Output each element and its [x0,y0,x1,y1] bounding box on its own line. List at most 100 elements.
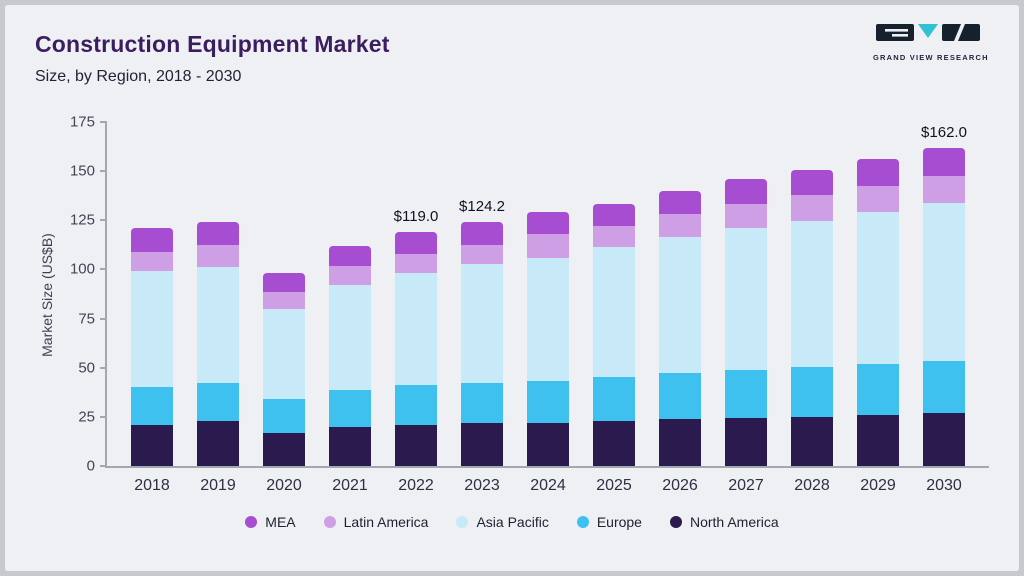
segment-latin-america-2020[interactable] [263,292,305,309]
segment-north-america-2018[interactable] [131,424,173,466]
segment-europe-2029[interactable] [857,363,899,415]
bar-2021[interactable]: 2021 [329,122,371,494]
segment-asia-pacific-2027[interactable] [725,228,767,370]
segment-mea-2023[interactable] [461,221,503,246]
segment-north-america-2025[interactable] [593,420,635,466]
segment-north-america-2029[interactable] [857,414,899,466]
segment-mea-2030[interactable] [923,147,965,177]
segment-latin-america-2023[interactable] [461,245,503,264]
legend-label-latin-america: Latin America [343,514,429,530]
bar-2025[interactable]: 2025 [593,122,635,494]
y-tick-mark [100,317,107,320]
segment-europe-2018[interactable] [131,387,173,425]
x-tick-2023: 2023 [464,477,500,494]
y-tick-label-150: 150 [69,162,95,180]
chart-area: Market Size (US$B) 0 25 50 75 100 125 150 175 20… [39,114,989,494]
segment-north-america-2021[interactable] [329,426,371,466]
legend-item-europe[interactable]: Europe [576,514,642,530]
segment-north-america-2028[interactable] [791,416,833,466]
legend-item-mea[interactable]: MEA [245,514,296,530]
bar-2023[interactable]: 2023 $124.2 [459,122,505,494]
segment-north-america-2024[interactable] [527,422,569,466]
segment-asia-pacific-2030[interactable] [923,202,965,361]
segment-asia-pacific-2024[interactable] [527,257,569,381]
segment-north-america-2030[interactable] [923,412,965,466]
segment-latin-america-2026[interactable] [659,214,701,238]
legend-item-asia-pacific[interactable]: Asia Pacific [456,514,549,530]
segment-mea-2022[interactable] [395,232,437,254]
segment-europe-2025[interactable] [593,376,635,421]
segment-latin-america-2022[interactable] [395,253,437,274]
segment-latin-america-2025[interactable] [593,226,635,247]
segment-asia-pacific-2020[interactable] [263,308,305,400]
segment-asia-pacific-2026[interactable] [659,237,701,373]
segment-asia-pacific-2021[interactable] [329,285,371,391]
segment-north-america-2027[interactable] [725,417,767,466]
segment-latin-america-2024[interactable] [527,234,569,258]
segment-latin-america-2019[interactable] [197,244,239,268]
bar-2030[interactable]: 2030 $162.0 [921,122,967,494]
bar-2022[interactable]: 2022 $119.0 [394,122,439,494]
segment-mea-2028[interactable] [791,170,833,195]
segment-mea-2024[interactable] [527,212,569,235]
segment-latin-america-2018[interactable] [131,251,173,272]
segment-latin-america-2028[interactable] [791,194,833,222]
segment-europe-2028[interactable] [791,366,833,417]
bar-2028[interactable]: 2028 [791,122,833,494]
segment-europe-2020[interactable] [263,399,305,433]
segment-latin-america-2030[interactable] [923,176,965,203]
segment-mea-2021[interactable] [329,245,371,266]
segment-asia-pacific-2023[interactable] [461,263,503,384]
segment-mea-2027[interactable] [725,179,767,204]
segment-asia-pacific-2025[interactable] [593,246,635,377]
segment-europe-2023[interactable] [461,383,503,423]
bar-2019[interactable]: 2019 [197,122,239,494]
legend-item-north-america[interactable]: North America [669,514,779,530]
segment-asia-pacific-2019[interactable] [197,267,239,384]
segment-latin-america-2029[interactable] [857,185,899,213]
x-tick-2022: 2022 [398,477,434,494]
x-tick-2028: 2028 [794,477,830,494]
segment-latin-america-2021[interactable] [329,265,371,286]
segment-north-america-2023[interactable] [461,422,503,466]
segment-mea-2018[interactable] [131,228,173,252]
bar-2020[interactable]: 2020 [263,122,305,494]
segment-asia-pacific-2022[interactable] [395,273,437,386]
segment-europe-2019[interactable] [197,383,239,421]
segment-asia-pacific-2028[interactable] [791,221,833,367]
segment-mea-2026[interactable] [659,190,701,215]
segment-north-america-2019[interactable] [197,420,239,466]
segment-europe-2024[interactable] [527,380,569,423]
legend-swatch-north-america [669,516,682,528]
bar-2027[interactable]: 2027 [725,122,767,494]
x-tick-2020: 2020 [266,477,302,494]
segment-asia-pacific-2018[interactable] [131,271,173,388]
value-label-2030: $162.0 [921,123,967,141]
bar-2024[interactable]: 2024 [527,122,569,494]
segment-mea-2020[interactable] [263,273,305,293]
gvr-logo-mark-icon [876,24,980,49]
segment-latin-america-2027[interactable] [725,203,767,229]
segment-europe-2027[interactable] [725,369,767,418]
segment-north-america-2020[interactable] [263,432,305,466]
y-tick-label-100: 100 [69,260,95,278]
segment-mea-2029[interactable] [857,159,899,186]
segment-mea-2019[interactable] [197,222,239,245]
legend-item-latin-america[interactable]: Latin America [323,514,429,530]
segment-north-america-2022[interactable] [395,424,437,466]
segment-asia-pacific-2029[interactable] [857,212,899,364]
page-title: Construction Equipment Market [35,31,390,57]
segment-europe-2022[interactable] [395,385,437,425]
bar-2018[interactable]: 2018 [131,122,173,494]
segment-europe-2021[interactable] [329,390,371,427]
segment-europe-2026[interactable] [659,372,701,419]
segment-north-america-2026[interactable] [659,418,701,466]
segment-europe-2030[interactable] [923,360,965,413]
bar-2029[interactable]: 2029 [857,122,899,494]
y-tick-label-25: 25 [78,408,95,426]
y-tick-mark [100,465,107,467]
y-tick-mark [100,268,107,271]
bar-2026[interactable]: 2026 [659,122,701,494]
segment-mea-2025[interactable] [593,203,635,227]
y-tick-label-50: 50 [78,359,95,377]
